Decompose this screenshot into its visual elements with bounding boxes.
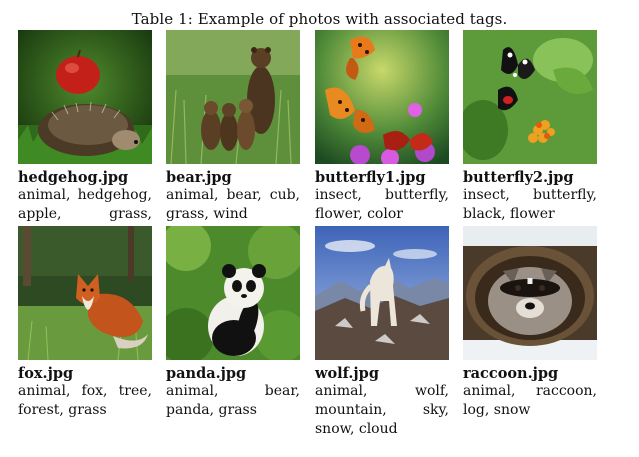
photo-filename: hedgehog.jpg (18, 169, 129, 186)
raccoon-photo (463, 226, 597, 360)
photo-cell-wolf: wolf.jpg animal, wolf, mountain, sky, sn… (315, 226, 449, 439)
photo-tags: animal, raccoon, log, snow (463, 383, 597, 418)
photo-filename: fox.jpg (18, 365, 74, 382)
photo-cell-panda: panda.jpg animal, bear, panda, grass (166, 226, 300, 420)
photo-tags: insect, butterfly, black, flower (463, 187, 597, 222)
wolf-photo (315, 226, 449, 360)
photo-cell-bear: bear.jpg animal, bear, cub, grass, wind (166, 30, 300, 224)
photo-cell-hedgehog: hedgehog.jpg animal, hedgehog, apple, gr… (18, 30, 152, 243)
photo-cell-fox: fox.jpg animal, fox, tree, forest, grass (18, 226, 152, 420)
photo-filename: butterfly2.jpg (463, 169, 574, 186)
photo-tags: insect, butterfly, flower, color (315, 187, 449, 222)
photo-tags: animal, fox, tree, forest, grass (18, 383, 152, 418)
butterfly-photo (315, 30, 449, 164)
hedgehog-photo (18, 30, 152, 164)
photo-filename: bear.jpg (166, 169, 232, 186)
bear-photo (166, 30, 300, 164)
table-caption: Table 1: Example of photos with associat… (131, 10, 508, 28)
photo-tags: animal, bear, cub, grass, wind (166, 187, 300, 222)
photo-filename: wolf.jpg (315, 365, 379, 382)
fox-photo (18, 226, 152, 360)
photo-filename: panda.jpg (166, 365, 247, 382)
photo-cell-raccoon: raccoon.jpg animal, raccoon, log, snow (463, 226, 597, 420)
photo-cell-butterfly1: butterfly1.jpg insect, butterfly, flower… (315, 30, 449, 224)
photo-tags: animal, bear, panda, grass (166, 383, 300, 418)
photo-filename: raccoon.jpg (463, 365, 559, 382)
photo-filename: butterfly1.jpg (315, 169, 426, 186)
photo-tags: animal, wolf, mountain, sky, snow, cloud (315, 383, 449, 437)
butterfly-photo (463, 30, 597, 164)
panda-photo (166, 226, 300, 360)
photo-cell-butterfly2: butterfly2.jpg insect, butterfly, black,… (463, 30, 597, 224)
